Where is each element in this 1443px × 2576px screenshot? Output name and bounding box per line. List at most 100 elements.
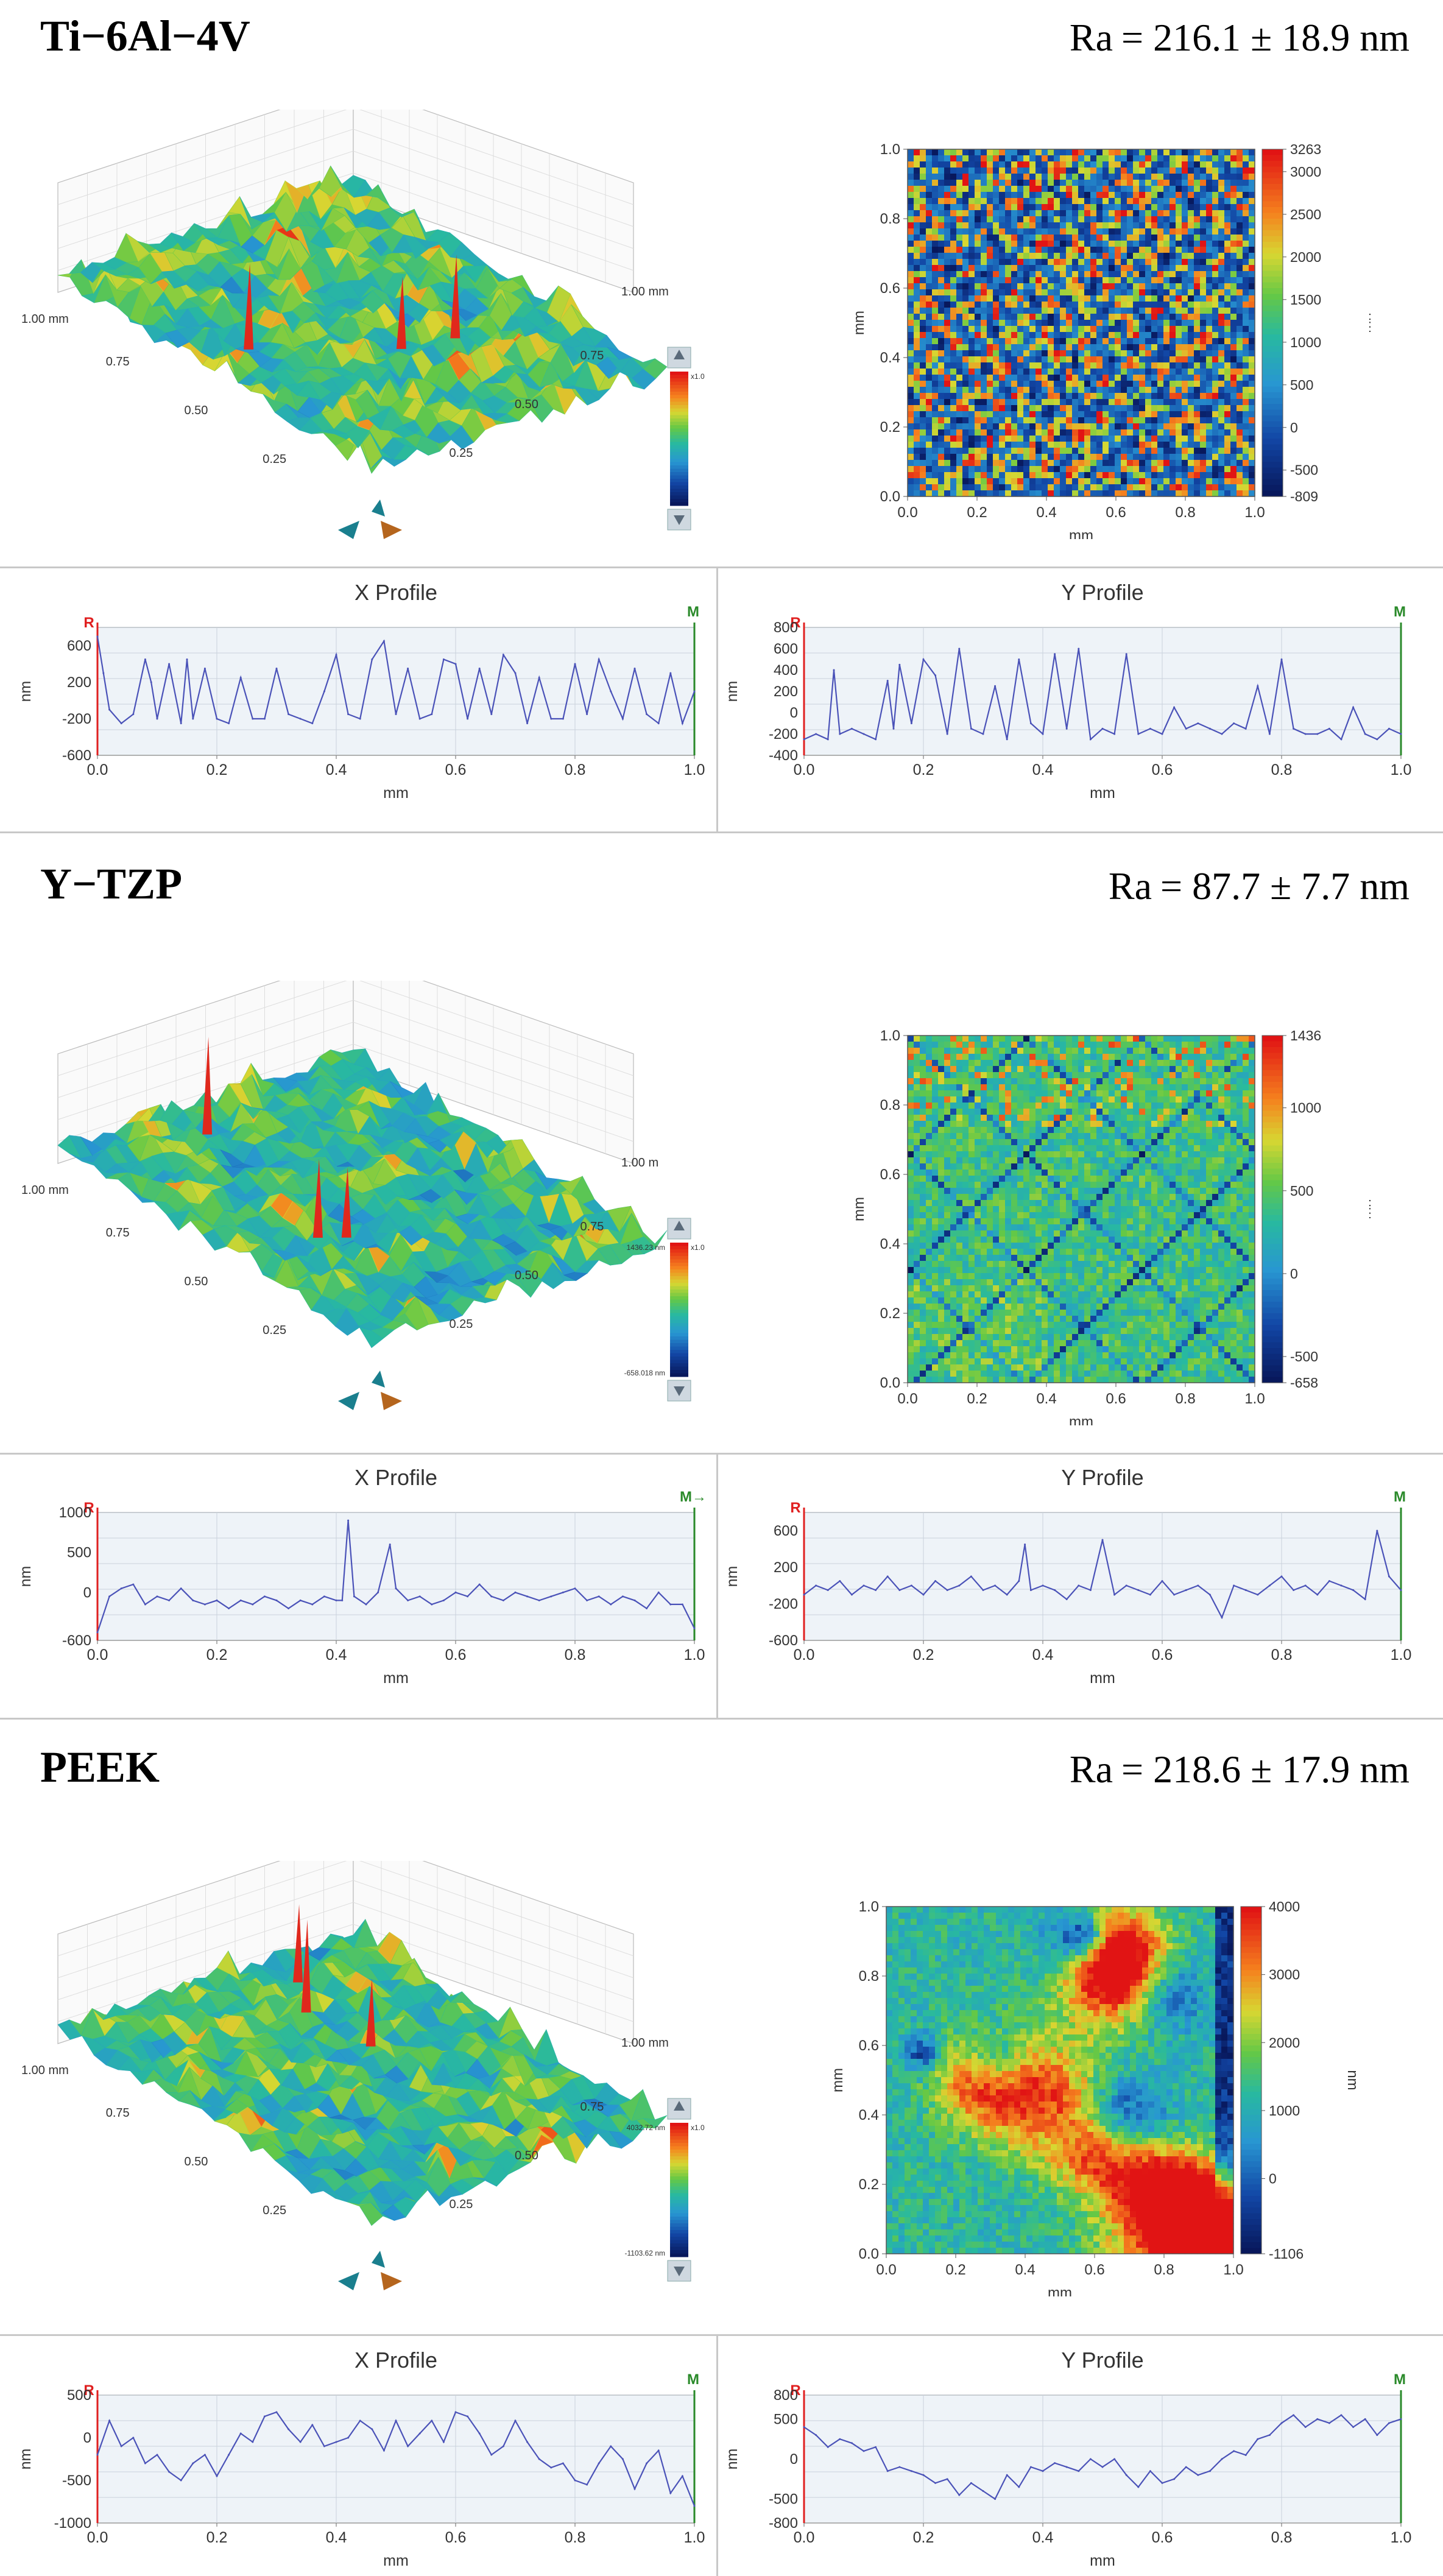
colorbar-segment: [1262, 427, 1283, 434]
heatmap-cell: [908, 235, 914, 241]
plot-area: [97, 627, 695, 756]
heatmap-cell: [1243, 180, 1249, 186]
heatmap-cell: [932, 399, 939, 406]
heatmap-cell: [1023, 192, 1030, 199]
heatmap-cell: [1230, 369, 1237, 375]
heatmap-cell: [981, 375, 987, 381]
heatmap-cell: [1005, 429, 1012, 436]
heatmap-cell: [1139, 228, 1146, 235]
heatmap-cell: [1084, 417, 1091, 424]
heatmap-cell: [1115, 338, 1121, 345]
heatmap-cell: [1036, 186, 1042, 192]
heatmap-cell: [1066, 490, 1073, 497]
heatmap-cell: [1224, 161, 1231, 168]
heatmap-cell: [1121, 168, 1127, 174]
heatmap-cell: [1060, 204, 1067, 211]
heatmap-cell: [1066, 484, 1073, 491]
heatmap-cell: [1194, 216, 1201, 223]
heatmap-cell: [944, 350, 951, 357]
heatmap-cell: [950, 149, 957, 156]
heatmap-cell: [1060, 277, 1067, 284]
heatmap-cell: [1188, 314, 1194, 320]
heatmap-cell: [975, 271, 981, 278]
heatmap-cell: [1054, 399, 1060, 406]
heatmap-cell: [1176, 362, 1182, 369]
heatmap-cell: [981, 338, 987, 345]
heatmap-cell: [1096, 308, 1103, 314]
heatmap-cell: [975, 466, 981, 473]
heatmap-cell: [1133, 277, 1140, 284]
heatmap-cell: [914, 314, 920, 320]
heatmap-cell: [1230, 302, 1237, 308]
heatmap-cell: [1017, 393, 1024, 400]
heatmap-cell: [956, 192, 963, 199]
heatmap-cell: [1017, 247, 1024, 253]
heatmap-cell: [1060, 460, 1067, 467]
heatmap-cell: [1054, 332, 1060, 339]
heatmap-cell: [1163, 180, 1170, 186]
heatmap-cell: [1194, 241, 1201, 247]
heatmap-cell: [1060, 375, 1067, 381]
heatmap-cell: [950, 277, 957, 284]
heatmap-cell: [975, 332, 981, 339]
heatmap-cell: [1066, 289, 1073, 296]
heatmap-cell: [1115, 399, 1121, 406]
heatmap-cell: [1243, 326, 1249, 333]
heatmap-cell: [938, 168, 945, 174]
heatmap-cell: [1151, 228, 1158, 235]
heatmap-cell: [914, 320, 920, 326]
heatmap-cell: [1036, 283, 1042, 290]
heatmap-cell: [1145, 161, 1152, 168]
heatmap-cell: [975, 399, 981, 406]
material-title: Ti−6Al−4V: [40, 12, 250, 60]
heatmap-cell: [1163, 320, 1170, 326]
heatmap-cell: [1078, 362, 1085, 369]
heatmap-cell: [1145, 155, 1152, 162]
heatmap-cell: [1017, 460, 1024, 467]
heatmap-cell: [1096, 399, 1103, 406]
heatmap-cell: [1206, 460, 1213, 467]
profile-point: [1208, 727, 1211, 730]
heatmap-cell: [1054, 168, 1060, 174]
heatmap-cell: [1066, 265, 1073, 272]
profile-point: [1400, 733, 1402, 735]
heatmap-cell: [1133, 375, 1140, 381]
heatmap-cell: [1029, 241, 1036, 247]
heatmap-cell: [1157, 168, 1164, 174]
heatmap-cell: [1121, 259, 1127, 266]
heatmap-cell: [1048, 417, 1054, 424]
heatmap-cell: [1170, 198, 1176, 205]
heatmap-cell: [1212, 228, 1219, 235]
heatmap-cell: [975, 283, 981, 290]
heatmap-cell: [1127, 253, 1134, 259]
heatmap-cell: [1182, 295, 1188, 302]
heatmap-cell: [944, 289, 951, 296]
heatmap-cell: [1139, 277, 1146, 284]
heatmap-cell: [1048, 289, 1054, 296]
heatmap-cell: [999, 326, 1006, 333]
heatmap-cell: [999, 338, 1006, 345]
heatmap-cell: [956, 326, 963, 333]
heatmap-cell: [1109, 161, 1115, 168]
heatmap-cell: [1078, 174, 1085, 180]
heatmap-cell: [1042, 454, 1048, 461]
heatmap-cell: [932, 155, 939, 162]
heatmap-cell: [1224, 448, 1231, 454]
heatmap-cell: [975, 228, 981, 235]
heatmap-cell: [1157, 381, 1164, 387]
heatmap-cell: [993, 228, 1000, 235]
heatmap-cell: [987, 369, 993, 375]
heatmap-cell: [1103, 265, 1109, 272]
heatmap-cell: [1188, 228, 1194, 235]
heatmap-cell: [999, 149, 1006, 156]
heatmap-cell: [956, 411, 963, 418]
heatmap-cell: [944, 326, 951, 333]
heatmap-cell: [1036, 387, 1042, 393]
heatmap-cell: [938, 369, 945, 375]
heatmap-cell: [1194, 228, 1201, 235]
heatmap-cell: [962, 344, 969, 351]
heatmap-cell: [1066, 472, 1073, 479]
heatmap-cell: [1103, 338, 1109, 345]
heatmap-cell: [1115, 478, 1121, 485]
